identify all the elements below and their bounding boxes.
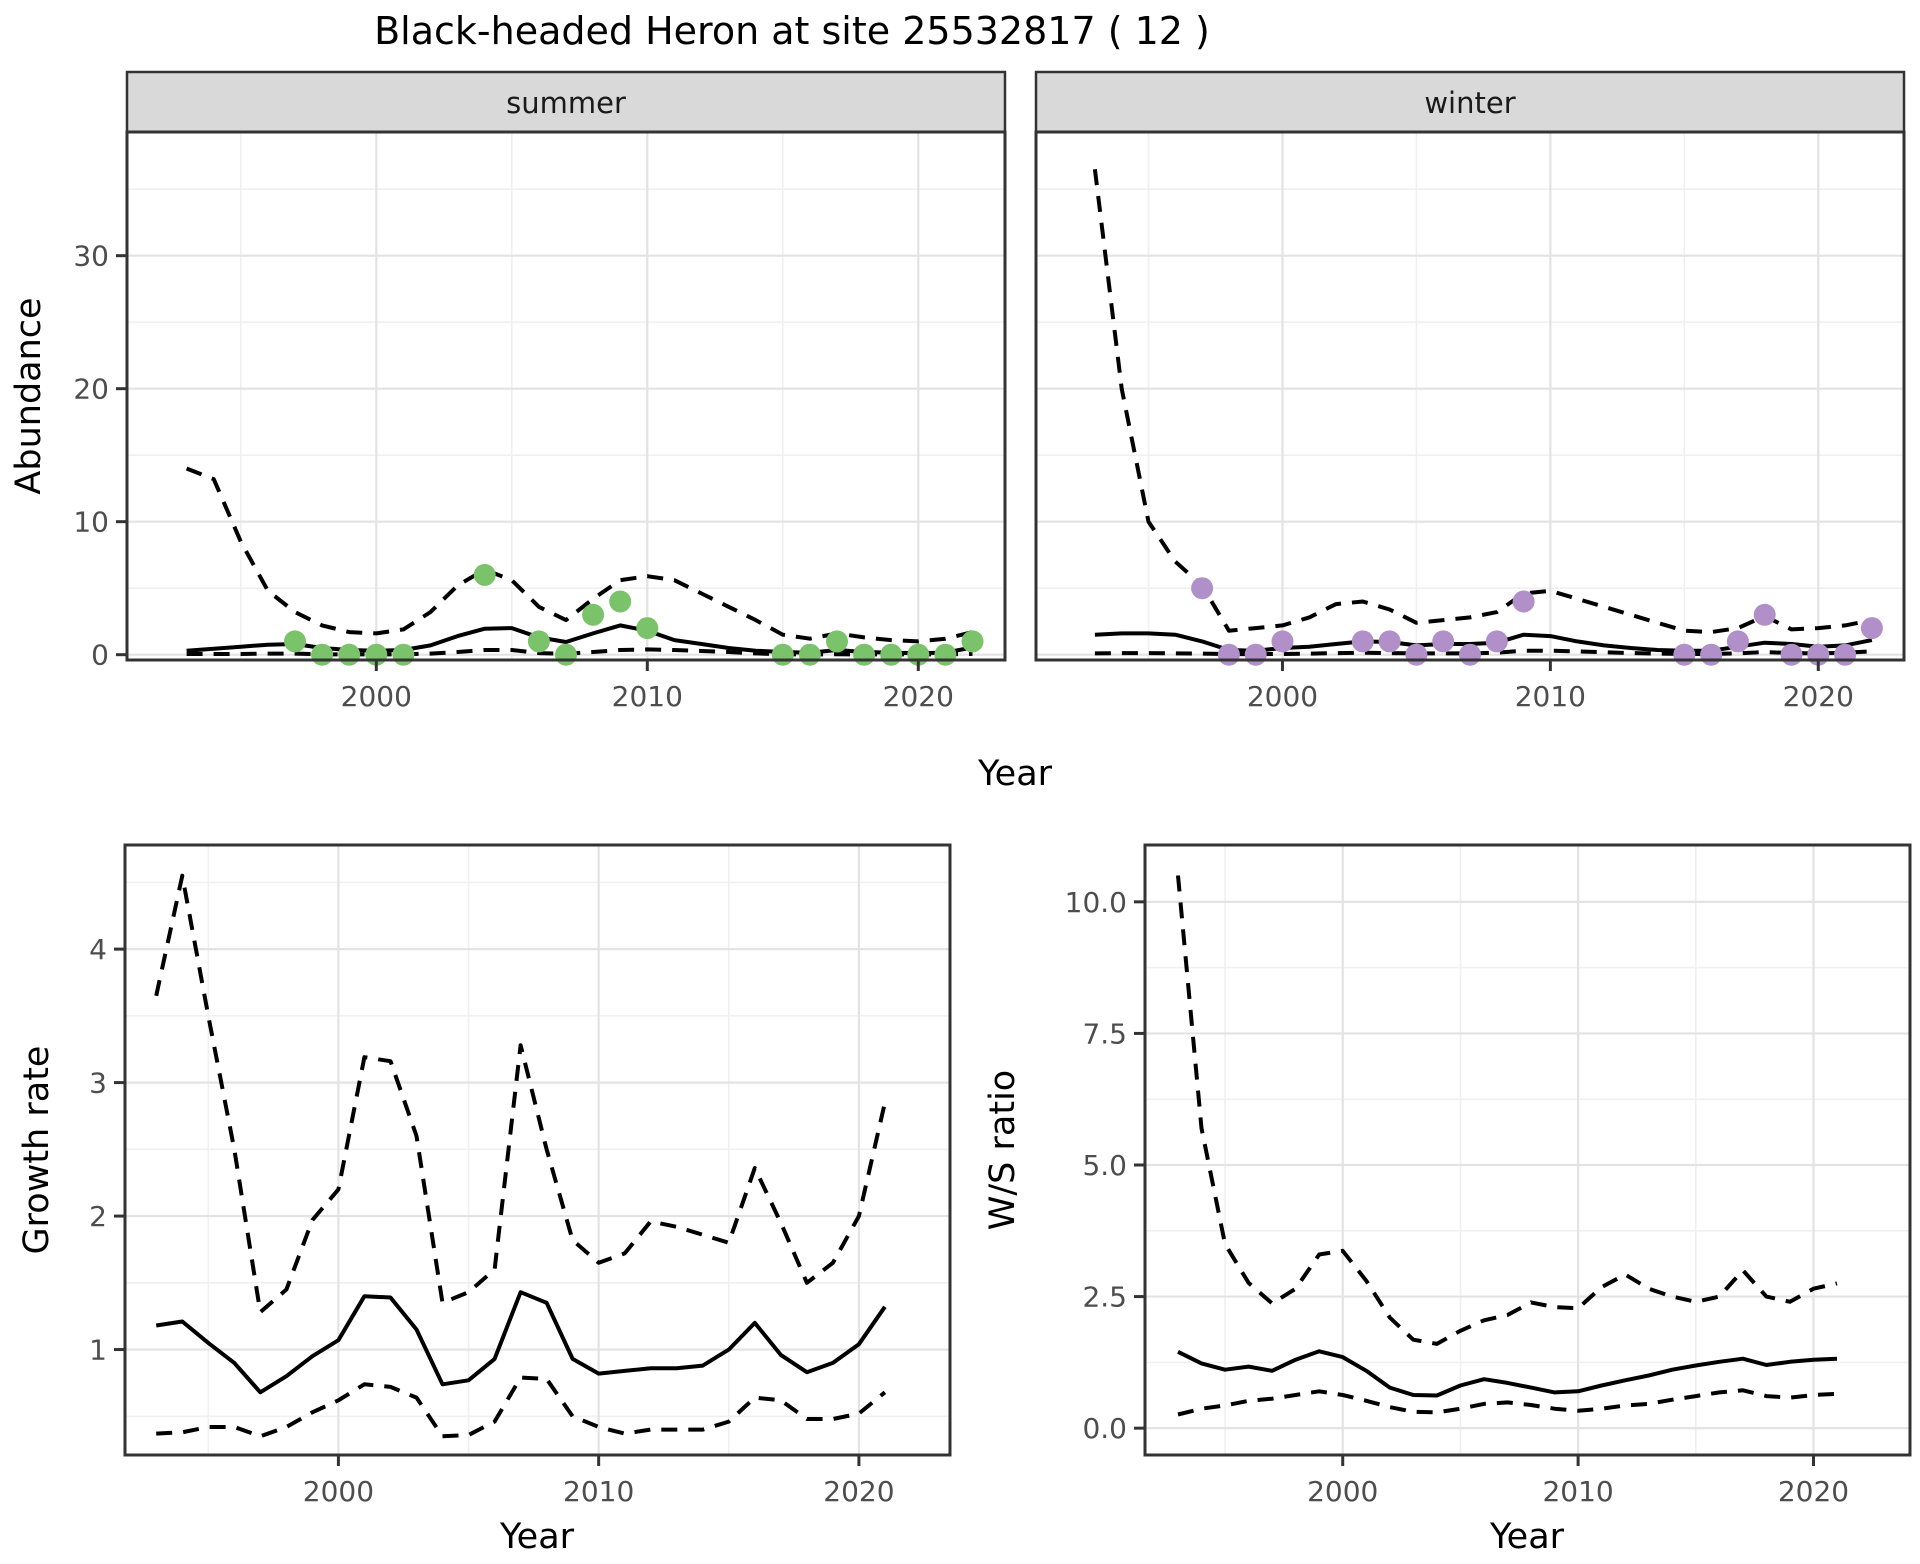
y-tick-label: 3 (89, 1067, 107, 1100)
x-tick-label: 2000 (1247, 680, 1318, 713)
x-tick-label: 2010 (1542, 1475, 1613, 1508)
y-tick-label: 0 (91, 639, 109, 672)
facet-strip-winter-bg (1034, 70, 1906, 134)
facet-strip-summer: summer (125, 70, 1007, 134)
y-tick-label: 5.0 (1082, 1149, 1127, 1182)
x-tick-label: 2000 (303, 1475, 374, 1508)
panel-ws-ratio: 2000 2010 2020 0.0 2.5 5.0 7.5 10.0 (1065, 843, 1912, 1508)
bottom-left-year-axis-title: Year (499, 1517, 575, 1557)
y-tick-label: 0.0 (1082, 1412, 1127, 1445)
facet-strip-winter-label: winter (1424, 86, 1515, 120)
abundance-axis-title: Abundance (9, 297, 49, 494)
facet-strip-summer-bg (125, 70, 1007, 134)
bottom-right-year-axis-title: Year (1489, 1517, 1565, 1557)
growth-rate-axis-title: Growth rate (17, 1046, 57, 1255)
panel-abundance-summer: 2000 2010 2020 0 10 20 30 (73, 130, 1007, 713)
y-tick-label: 2.5 (1082, 1281, 1127, 1314)
y-tick-label: 30 (73, 240, 109, 273)
page-title: Black-headed Heron at site 25532817 ( 12… (374, 9, 1210, 53)
y-tick-label: 20 (73, 373, 109, 406)
y-tick-label: 10.0 (1065, 886, 1127, 919)
top-year-axis-title: Year (977, 754, 1053, 794)
x-tick-label: 2010 (1515, 680, 1586, 713)
x-tick-label: 2010 (612, 680, 683, 713)
y-tick-label: 1 (89, 1334, 107, 1367)
x-tick-label: 2010 (563, 1475, 634, 1508)
x-tick-label: 2020 (1783, 680, 1854, 713)
x-tick-label: 2000 (1307, 1475, 1378, 1508)
ws-ratio-axis-title: W/S ratio (983, 1070, 1023, 1230)
y-tick-label: 7.5 (1082, 1017, 1127, 1050)
x-tick-label: 2020 (883, 680, 954, 713)
facet-strip-summer-label: summer (506, 86, 626, 120)
x-tick-label: 2020 (1778, 1475, 1849, 1508)
y-tick-label: 2 (89, 1200, 107, 1233)
y-tick-label: 4 (89, 933, 107, 966)
panel-growth-rate: 2000 2010 2020 1 2 3 4 (89, 843, 952, 1508)
panel-abundance-winter: 2000 2010 2020 (1034, 130, 1906, 713)
x-tick-label: 2020 (823, 1475, 894, 1508)
y-tick-label: 10 (73, 506, 109, 539)
x-tick-label: 2000 (341, 680, 412, 713)
facet-strip-winter: winter (1034, 70, 1906, 134)
